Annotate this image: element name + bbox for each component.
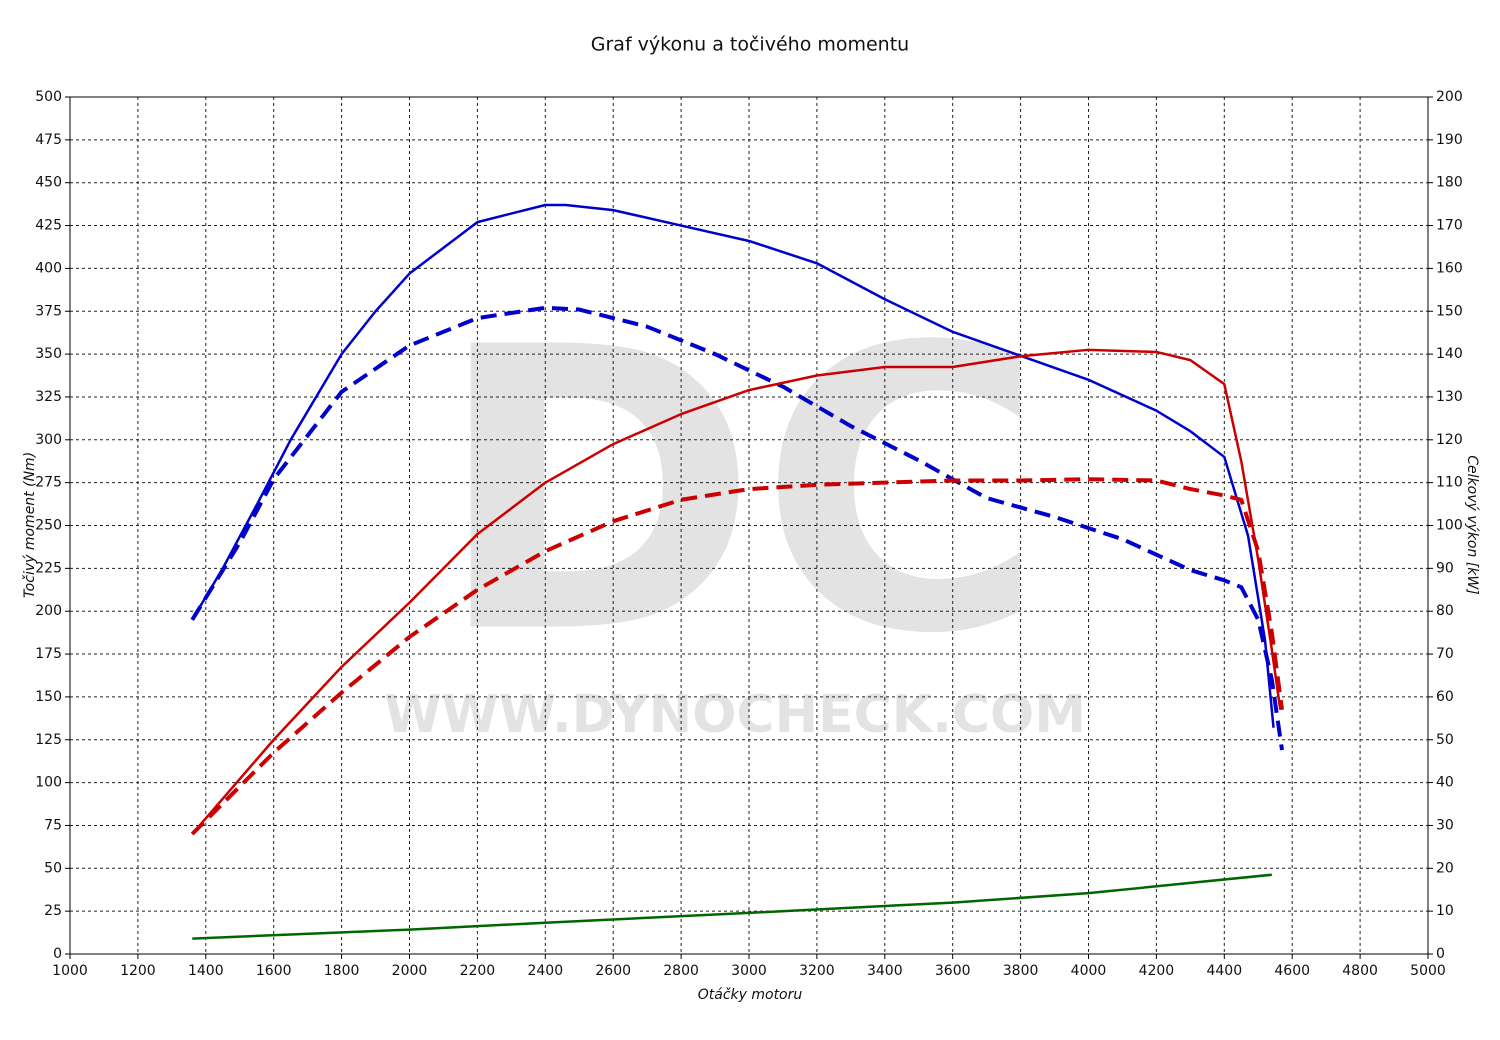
y2-tick-label: 190 [1436,132,1463,148]
y2-tick-label: 130 [1436,389,1463,405]
x-tick-label: 1000 [52,963,88,979]
y-tick-label: 250 [35,518,62,534]
x-tick-label: 4600 [1274,963,1310,979]
watermark-text: WWW.DYNOCHECK.COM [384,685,1086,745]
y-tick-label: 25 [44,903,62,919]
y-tick-label: 350 [35,346,62,362]
x-tick-label: 3400 [867,963,903,979]
x-tick-label: 2200 [460,963,496,979]
y2-tick-label: 90 [1436,560,1454,576]
y2-tick-label: 20 [1436,860,1454,876]
x-tick-label: 3600 [935,963,971,979]
x-axis-title: Otáčky motoru [698,987,803,1003]
y2-tick-label: 0 [1436,946,1445,962]
x-tick-label: 1600 [256,963,292,979]
y2-tick-label: 30 [1436,817,1454,833]
x-tick-label: 3200 [799,963,835,979]
y-tick-label: 75 [44,817,62,833]
y2-tick-label: 50 [1436,732,1454,748]
y2-tick-label: 80 [1436,603,1454,619]
y2-tick-label: 150 [1436,303,1463,319]
y-tick-label: 450 [35,175,62,191]
y2-tick-label: 180 [1436,175,1463,191]
y-tick-label: 200 [35,603,62,619]
y-tick-label: 425 [35,218,62,234]
y2-tick-label: 40 [1436,775,1454,791]
y2-tick-label: 140 [1436,346,1463,362]
y-tick-label: 125 [35,732,62,748]
series-line [191,348,1282,835]
y2-tick-label: 120 [1436,432,1463,448]
x-tick-label: 3000 [731,963,767,979]
y-tick-label: 275 [35,475,62,491]
y-tick-label: 225 [35,560,62,576]
x-tick-label: 2400 [527,963,563,979]
y-tick-label: 100 [35,775,62,791]
x-tick-label: 2600 [595,963,631,979]
y2-tick-label: 160 [1436,260,1463,276]
y2-tick-label: 70 [1436,646,1454,662]
plot-frame [69,96,1429,955]
x-tick-label: 1400 [188,963,224,979]
y2-tick-label: 60 [1436,689,1454,705]
x-tick-label: 4000 [1071,963,1107,979]
series-line [191,203,1275,728]
x-tick-label: 2000 [392,963,428,979]
y-tick-label: 375 [35,303,62,319]
x-tick-label: 4200 [1139,963,1175,979]
x-tick-label: 1800 [324,963,360,979]
x-tick-label: 1200 [120,963,156,979]
series-line [192,873,1272,940]
x-tick-label: 2800 [663,963,699,979]
chart-title: Graf výkonu a točivého momentu [591,34,909,56]
y-tick-label: 0 [53,946,62,962]
y-axis-title: Točivý moment (Nm) [22,452,38,598]
y-tick-label: 300 [35,432,62,448]
y2-tick-label: 170 [1436,218,1463,234]
y-tick-label: 175 [35,646,62,662]
y-tick-label: 400 [35,260,62,276]
x-tick-label: 5000 [1410,963,1446,979]
series-line [190,305,1284,751]
x-tick-label: 3800 [1003,963,1039,979]
series-line [190,477,1285,836]
y2-tick-label: 10 [1436,903,1454,919]
y-tick-label: 325 [35,389,62,405]
y2-tick-label: 110 [1436,475,1463,491]
x-tick-label: 4800 [1342,963,1378,979]
y2-tick-label: 100 [1436,518,1463,534]
y2-axis-title: Celkový výkon [kW] [1464,455,1480,594]
y-tick-label: 150 [35,689,62,705]
x-tick-label: 4400 [1206,963,1242,979]
y2-tick-label: 200 [1436,89,1463,105]
y-tick-label: 475 [35,132,62,148]
y-tick-label: 50 [44,860,62,876]
y-tick-label: 500 [35,89,62,105]
